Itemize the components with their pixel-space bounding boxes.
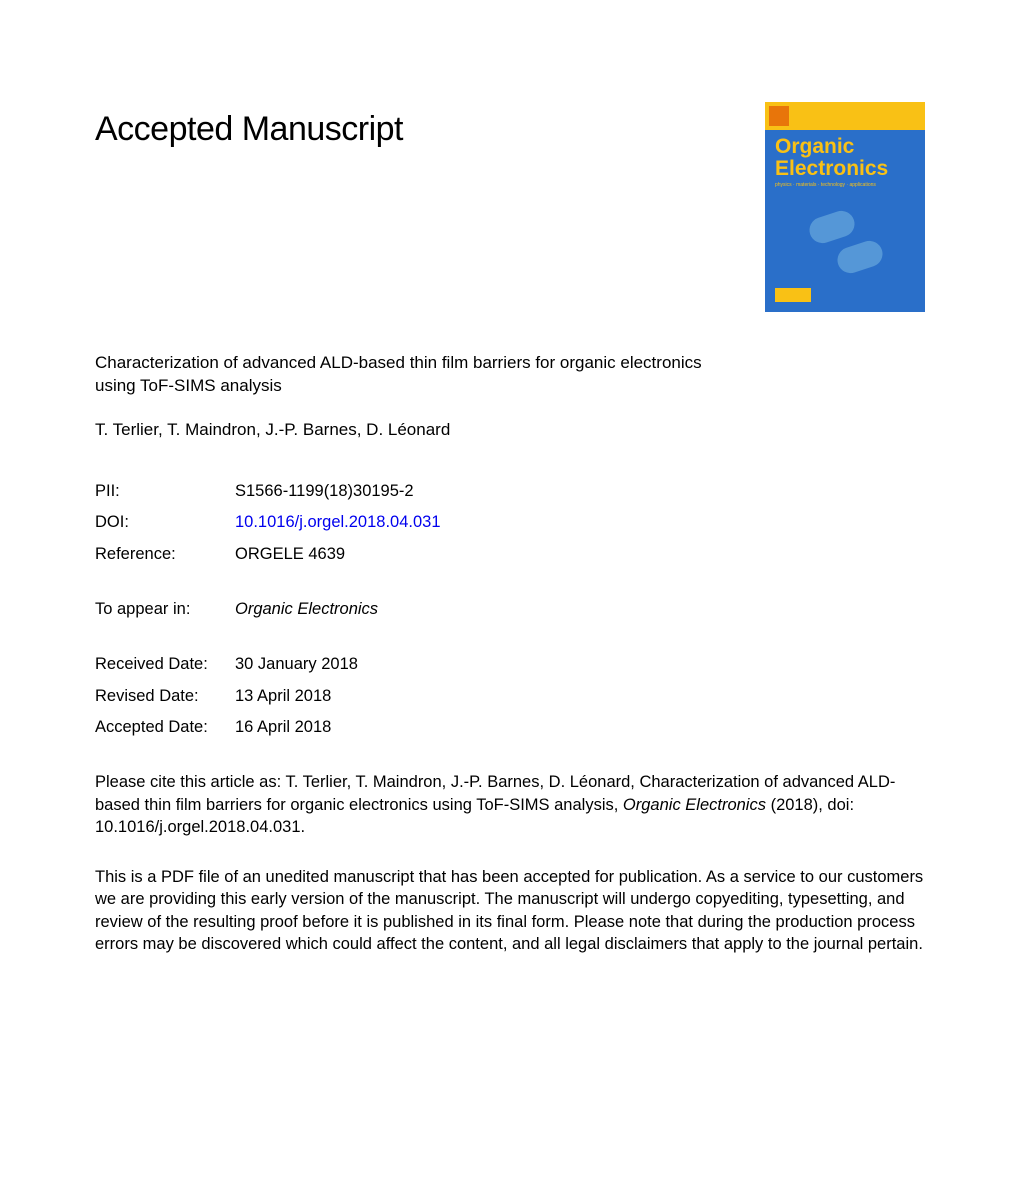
meta-row-revised: Revised Date: 13 April 2018 bbox=[95, 681, 925, 712]
meta-label: PII: bbox=[95, 476, 235, 507]
cover-art-shape bbox=[806, 208, 858, 247]
meta-label: DOI: bbox=[95, 507, 235, 538]
cover-top-bar bbox=[765, 102, 925, 130]
cover-journal-title: Organic Electronics bbox=[775, 136, 919, 180]
meta-row-received: Received Date: 30 January 2018 bbox=[95, 649, 925, 680]
meta-value-pii: S1566-1199(18)30195-2 bbox=[235, 476, 414, 507]
manuscript-page: Accepted Manuscript Organic Electronics … bbox=[0, 0, 1020, 1015]
appear-block: To appear in: Organic Electronics bbox=[95, 594, 925, 625]
meta-value-revised: 13 April 2018 bbox=[235, 681, 331, 712]
meta-value-journal: Organic Electronics bbox=[235, 594, 378, 625]
meta-row-pii: PII: S1566-1199(18)30195-2 bbox=[95, 476, 925, 507]
meta-label: Reference: bbox=[95, 539, 235, 570]
meta-value-accepted: 16 April 2018 bbox=[235, 712, 331, 743]
cover-publisher-mark bbox=[769, 106, 789, 126]
header-row: Accepted Manuscript Organic Electronics … bbox=[95, 110, 925, 312]
article-title: Characterization of advanced ALD-based t… bbox=[95, 352, 715, 398]
meta-row-appear: To appear in: Organic Electronics bbox=[95, 594, 925, 625]
citation-journal: Organic Electronics bbox=[623, 796, 766, 814]
meta-row-doi: DOI: 10.1016/j.orgel.2018.04.031 bbox=[95, 507, 925, 538]
meta-value-received: 30 January 2018 bbox=[235, 649, 358, 680]
meta-label: Revised Date: bbox=[95, 681, 235, 712]
cover-bottom-mark bbox=[775, 288, 811, 302]
dates-block: Received Date: 30 January 2018 Revised D… bbox=[95, 649, 925, 743]
authors-line: T. Terlier, T. Maindron, J.-P. Barnes, D… bbox=[95, 420, 925, 440]
meta-label: Received Date: bbox=[95, 649, 235, 680]
meta-label: Accepted Date: bbox=[95, 712, 235, 743]
doi-link[interactable]: 10.1016/j.orgel.2018.04.031 bbox=[235, 507, 441, 538]
meta-value-reference: ORGELE 4639 bbox=[235, 539, 345, 570]
cover-journal-subtitle: physics · materials · technology · appli… bbox=[775, 182, 919, 188]
meta-label: To appear in: bbox=[95, 594, 235, 625]
citation-text: Please cite this article as: T. Terlier,… bbox=[95, 771, 915, 838]
page-heading: Accepted Manuscript bbox=[95, 110, 403, 149]
disclaimer-text: This is a PDF file of an unedited manusc… bbox=[95, 866, 925, 955]
meta-row-accepted: Accepted Date: 16 April 2018 bbox=[95, 712, 925, 743]
cover-art-shape bbox=[834, 238, 886, 277]
metadata-block: PII: S1566-1199(18)30195-2 DOI: 10.1016/… bbox=[95, 476, 925, 570]
journal-cover-thumbnail: Organic Electronics physics · materials … bbox=[765, 102, 925, 312]
meta-row-reference: Reference: ORGELE 4639 bbox=[95, 539, 925, 570]
